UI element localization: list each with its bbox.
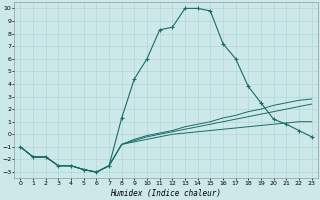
X-axis label: Humidex (Indice chaleur): Humidex (Indice chaleur) [110,189,221,198]
